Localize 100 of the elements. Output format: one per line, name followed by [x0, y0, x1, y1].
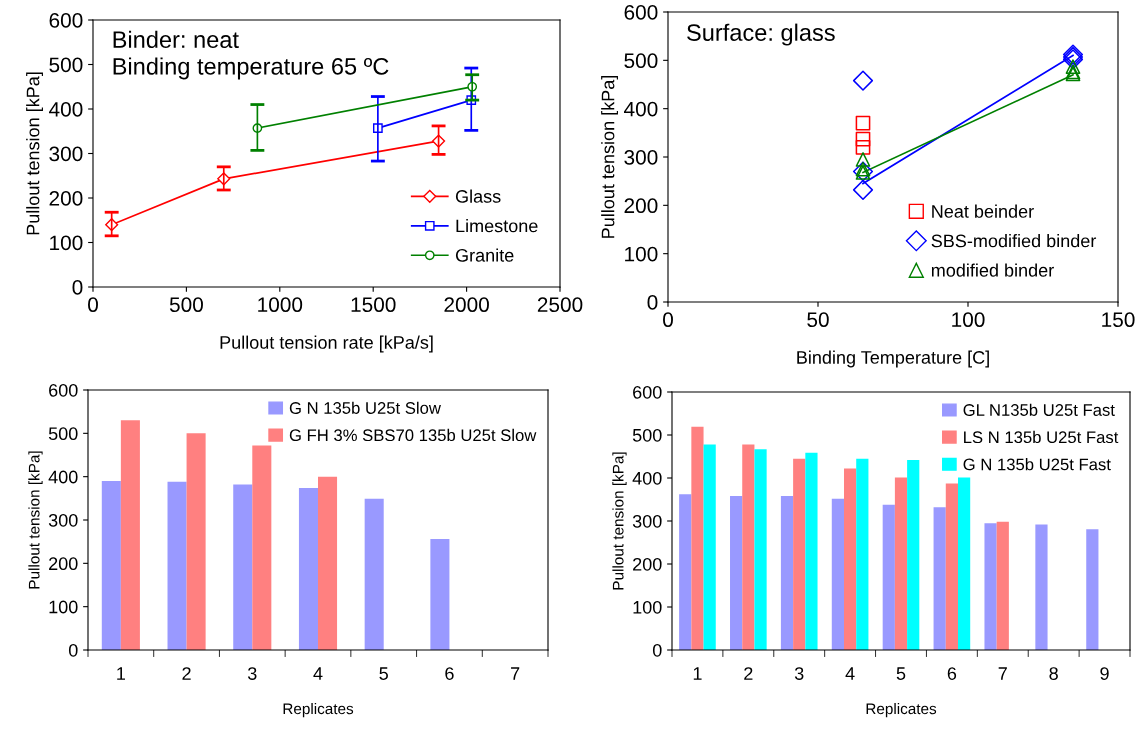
y-tick-label: 100: [633, 600, 662, 614]
bar: [996, 521, 1009, 650]
y-tick-label: 500: [632, 428, 662, 442]
x-tick-label: 1: [117, 667, 125, 680]
y-tick-label: 100: [50, 235, 83, 251]
bar: [252, 445, 272, 650]
bar: [844, 468, 857, 650]
bar: [856, 458, 869, 650]
y-tick-label: 600: [633, 385, 662, 399]
y-tick-label: 300: [48, 513, 78, 527]
y-tick-label: 500: [48, 427, 78, 441]
bar: [894, 477, 908, 650]
legend-label: Granite: [455, 248, 514, 262]
y-tick-label: 300: [49, 146, 83, 162]
legend-label: G N 135b U25t Slow: [289, 401, 441, 414]
y-tick-label: 300: [632, 514, 662, 528]
y-tick-label: 600: [49, 383, 78, 397]
y-tick-label: 200: [624, 198, 658, 214]
y-tick-label: 400: [49, 102, 83, 117]
legend-label: G N 135b U25t Fast: [963, 458, 1111, 471]
x-tick-label: 2: [182, 667, 191, 680]
legend-label: LS N 135b U25t Fast: [964, 430, 1119, 444]
bar: [364, 498, 384, 650]
annotation: Surface: glass: [687, 23, 835, 46]
bar: [691, 426, 704, 650]
x-tick-label: 2000: [444, 297, 489, 313]
x-tick-label: 8: [1049, 667, 1058, 680]
bar: [882, 504, 895, 650]
bar: [742, 444, 755, 650]
bar: [1035, 524, 1048, 650]
legend-label: SBS-modified binder: [931, 234, 1097, 248]
point: [855, 139, 871, 155]
legend-label: Limestone: [456, 219, 538, 233]
x-axis-title: Binding Temperature [C]: [797, 350, 989, 368]
x-tick-label: 1500: [351, 297, 396, 313]
x-tick-label: 4: [845, 667, 855, 680]
x-tick-label: 7: [511, 667, 520, 680]
legend-label: Glass: [455, 189, 501, 203]
bar: [793, 458, 806, 650]
bar: [730, 496, 743, 650]
x-tick-label: 2500: [537, 297, 583, 313]
x-tick-label: 7: [998, 667, 1007, 680]
bar: [780, 496, 794, 650]
x-tick-label: 1: [693, 667, 702, 680]
legend-label: modified binder: [931, 263, 1054, 277]
x-tick-label: 100: [952, 312, 985, 328]
y-axis-title: Pullout tension [kPa]: [26, 72, 43, 235]
y-tick-label: 500: [49, 57, 83, 73]
y-axis-title: Pullout tension [kPa]: [601, 75, 618, 238]
y-tick-label: 200: [633, 557, 662, 571]
point: [855, 131, 871, 147]
y-tick-label: 100: [49, 600, 78, 614]
bar: [831, 498, 844, 650]
x-tick-label: 9: [1100, 667, 1109, 680]
x-tick-label: 3: [794, 667, 804, 680]
y-tick-label: 100: [625, 246, 658, 262]
y-axis-title: Pullout tension [kPa]: [612, 452, 627, 590]
x-tick-label: 2: [744, 667, 753, 680]
bar: [958, 477, 971, 650]
bar: [233, 484, 253, 650]
legend-label: G FH 3% SBS70 135b U25t Slow: [289, 428, 537, 442]
y-tick-label: 0: [72, 280, 83, 295]
y-axis-title: Pullout tension [kPa]: [28, 451, 43, 589]
x-tick-label: 4: [313, 667, 323, 680]
bar: [298, 487, 318, 650]
x-tick-label: 50: [807, 312, 829, 328]
y-tick-label: 200: [49, 191, 83, 206]
bar: [703, 444, 716, 650]
y-tick-label: 400: [624, 101, 658, 117]
x-tick-label: 5: [896, 667, 906, 680]
legend-label: GL N135b U25t Fast: [963, 403, 1115, 416]
x-tick-label: 5: [379, 667, 388, 680]
y-tick-label: 200: [49, 557, 78, 571]
y-tick-label: 300: [624, 150, 658, 165]
y-tick-label: 600: [49, 13, 83, 28]
bar: [754, 449, 767, 650]
bar: [984, 523, 997, 650]
x-tick-label: 150: [1102, 312, 1135, 328]
annotation: Binder: neat: [113, 30, 239, 49]
bar: [679, 494, 692, 650]
y-tick-label: 600: [624, 5, 658, 20]
annotation: Binding temperature 65 ºC: [113, 57, 389, 80]
bar: [945, 483, 958, 650]
bar: [1086, 529, 1099, 650]
x-tick-label: 0: [88, 297, 98, 313]
bar: [101, 481, 121, 650]
x-tick-label: 0: [663, 312, 673, 328]
y-tick-label: 500: [624, 53, 658, 69]
bar: [120, 420, 140, 650]
y-tick-label: 400: [632, 471, 662, 485]
x-tick-label: 500: [169, 297, 203, 313]
y-tick-label: 0: [652, 643, 662, 657]
point: [855, 152, 871, 167]
x-tick-label: 6: [947, 667, 957, 680]
bar: [318, 476, 338, 650]
x-tick-label: 1000: [258, 297, 303, 313]
bar: [933, 507, 946, 650]
bar: [430, 539, 450, 650]
bar: [805, 452, 818, 650]
x-axis-title: Pullout tension rate [kPa/s]: [220, 335, 433, 353]
